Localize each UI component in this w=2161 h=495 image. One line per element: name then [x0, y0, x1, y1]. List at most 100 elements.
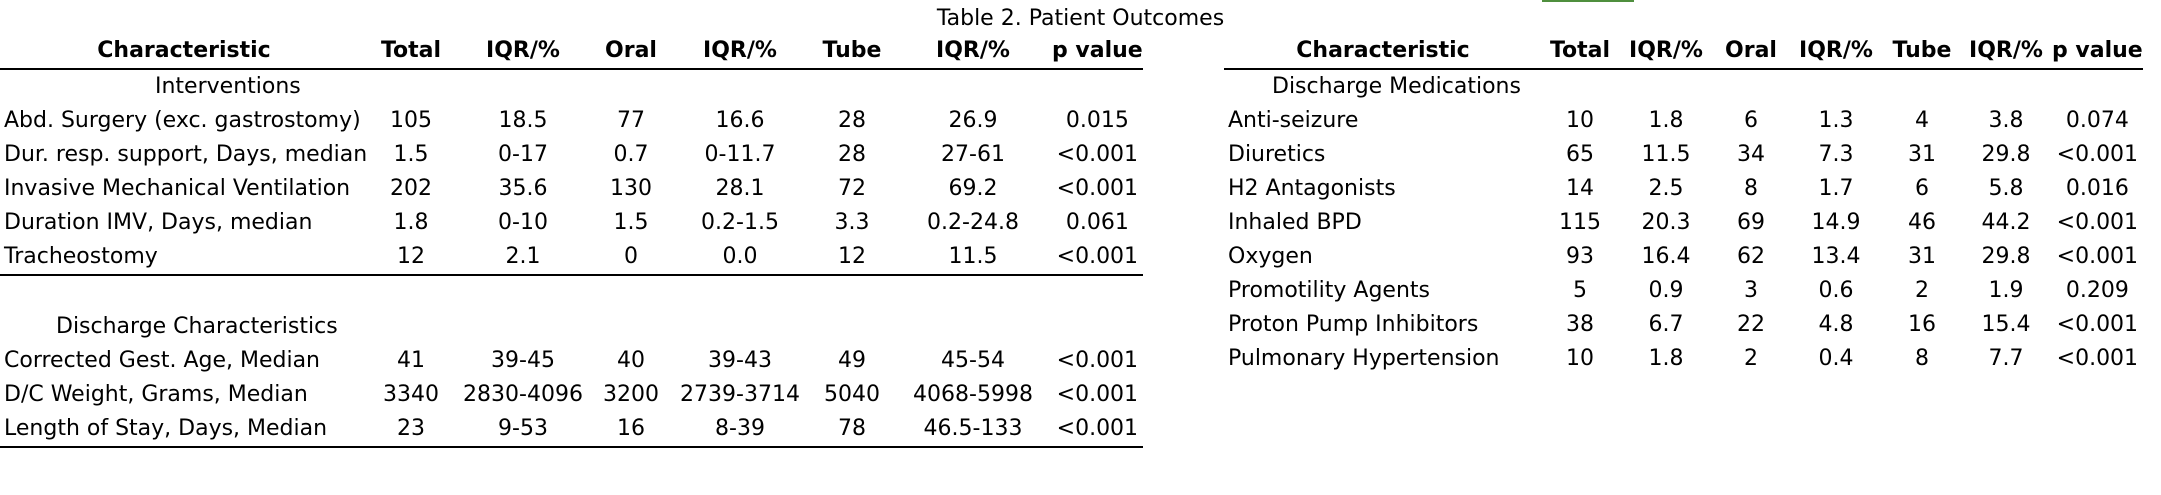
cell: 16 [592, 412, 670, 448]
header-row: Characteristic Total IQR/% Oral IQR/% Tu… [0, 34, 1143, 70]
cell: 14 [1566, 176, 1594, 201]
cell: 0.016 [2065, 176, 2129, 201]
header-total: Total [368, 34, 454, 70]
row-label: H2 Antagonists [1228, 176, 1396, 201]
row-label: Anti-seizure [1228, 108, 1359, 133]
cell: 1.9 [1988, 278, 2024, 303]
cell: 29.8 [1981, 142, 2031, 167]
header-row: Characteristic Total IQR/% Oral IQR/% Tu… [1224, 34, 2143, 70]
row-label: Pulmonary Hypertension [1228, 346, 1500, 371]
table-row: H2 Antagonists 14 2.5 8 1.7 6 5.8 0.016 [1224, 172, 2143, 206]
table-row: Corrected Gest. Age, Median 41 39-45 40 … [0, 344, 1143, 378]
cell: 202 [390, 176, 432, 201]
cell: 3.8 [1988, 108, 2024, 133]
cell: 14.9 [1811, 210, 1861, 235]
section-row: Discharge Characteristics [0, 310, 1143, 344]
cell: 6.7 [1648, 312, 1684, 337]
interventions-table: Characteristic Total IQR/% Oral IQR/% Tu… [0, 34, 1143, 448]
cell: 3 [1744, 278, 1758, 303]
table-row: Oxygen 93 16.4 62 13.4 31 29.8 <0.001 [1224, 240, 2143, 274]
cell: 23 [368, 412, 454, 448]
cell: <0.001 [1056, 142, 1139, 167]
row-label: Dur. resp. support, Days, median [4, 142, 368, 167]
cell: 13.4 [1811, 244, 1861, 269]
table-row: Abd. Surgery (exc. gastrostomy) 105 18.5… [0, 104, 1143, 138]
cell: 12 [810, 240, 894, 276]
cell: 4 [1915, 108, 1929, 133]
cell: 16.4 [1641, 244, 1691, 269]
row-label: Diuretics [1228, 142, 1326, 167]
cell: <0.001 [1052, 412, 1143, 448]
cell: 2 [1915, 278, 1929, 303]
table-row: Promotility Agents 5 0.9 3 0.6 2 1.9 0.2… [1224, 274, 2143, 308]
cell: 7.3 [1818, 142, 1854, 167]
cell: 1.8 [1648, 346, 1684, 371]
cell: 16.6 [715, 108, 765, 133]
header-characteristic: Characteristic [0, 34, 368, 70]
cell: 0 [592, 240, 670, 276]
cell: 22 [1737, 312, 1765, 337]
cell: 1.8 [393, 210, 429, 235]
cell: 0.6 [1818, 278, 1854, 303]
cell: 105 [390, 108, 432, 133]
table-row: Length of Stay, Days, Median 23 9-53 16 … [0, 412, 1143, 448]
cell: 69 [1737, 210, 1765, 235]
cell: 2.5 [1648, 176, 1684, 201]
header-oral: Oral [592, 34, 670, 70]
cell: 1.8 [1648, 108, 1684, 133]
cell: 10 [1566, 346, 1594, 371]
cell: 130 [610, 176, 652, 201]
cell: 31 [1908, 142, 1936, 167]
cell: 0-11.7 [704, 142, 776, 167]
cell: 0.2-24.8 [927, 210, 1019, 235]
section-row: Interventions [0, 69, 1143, 104]
row-label: Tracheostomy [0, 240, 368, 276]
cell: <0.001 [1052, 240, 1143, 276]
cell: 4.8 [1818, 312, 1854, 337]
cell: 1.5 [393, 142, 429, 167]
cell: 29.8 [1981, 244, 2031, 269]
cell: 8 [1744, 176, 1758, 201]
cell: 93 [1566, 244, 1594, 269]
section-row: Discharge Medications [1224, 69, 2143, 104]
header-oral-iqr: IQR/% [1788, 34, 1884, 70]
cell: 5.8 [1988, 176, 2024, 201]
cell: <0.001 [1056, 176, 1139, 201]
row-label: Corrected Gest. Age, Median [4, 348, 321, 373]
table-row: Invasive Mechanical Ventilation 202 35.6… [0, 172, 1143, 206]
cell: <0.001 [1056, 348, 1139, 373]
cell: 2.1 [454, 240, 592, 276]
cell: 41 [397, 348, 425, 373]
cell: 45-54 [941, 348, 1005, 373]
header-tube-iqr: IQR/% [894, 34, 1052, 70]
section-title-interventions: Interventions [155, 74, 301, 99]
header-oral: Oral [1714, 34, 1788, 70]
cell: 9-53 [454, 412, 592, 448]
cell: 0.7 [613, 142, 649, 167]
cell: 18.5 [498, 108, 548, 133]
cell: 1.3 [1818, 108, 1854, 133]
cell: 6 [1915, 176, 1929, 201]
cell: 4068-5998 [913, 382, 1033, 407]
cell: 0.4 [1818, 346, 1854, 371]
header-tube: Tube [1884, 34, 1960, 70]
cell: <0.001 [2056, 142, 2139, 167]
cell: 11.5 [894, 240, 1052, 276]
cell: 20.3 [1641, 210, 1691, 235]
cell: 39-45 [491, 348, 555, 373]
cell: 0.074 [2065, 108, 2129, 133]
spacer-row [0, 275, 1143, 310]
cell: <0.001 [2056, 210, 2139, 235]
cell: 0.2-1.5 [701, 210, 779, 235]
cell: 16 [1908, 312, 1936, 337]
cell: 5040 [824, 382, 880, 407]
row-label: Abd. Surgery (exc. gastrostomy) [4, 108, 361, 133]
discharge-medications-table: Characteristic Total IQR/% Oral IQR/% Tu… [1224, 34, 2143, 376]
cell: 69.2 [948, 176, 998, 201]
cell: 65 [1566, 142, 1594, 167]
cell: 38 [1566, 312, 1594, 337]
cell: 8-39 [670, 412, 810, 448]
cell: 3340 [383, 382, 439, 407]
cell: 49 [838, 348, 866, 373]
cell: 1.7 [1818, 176, 1854, 201]
